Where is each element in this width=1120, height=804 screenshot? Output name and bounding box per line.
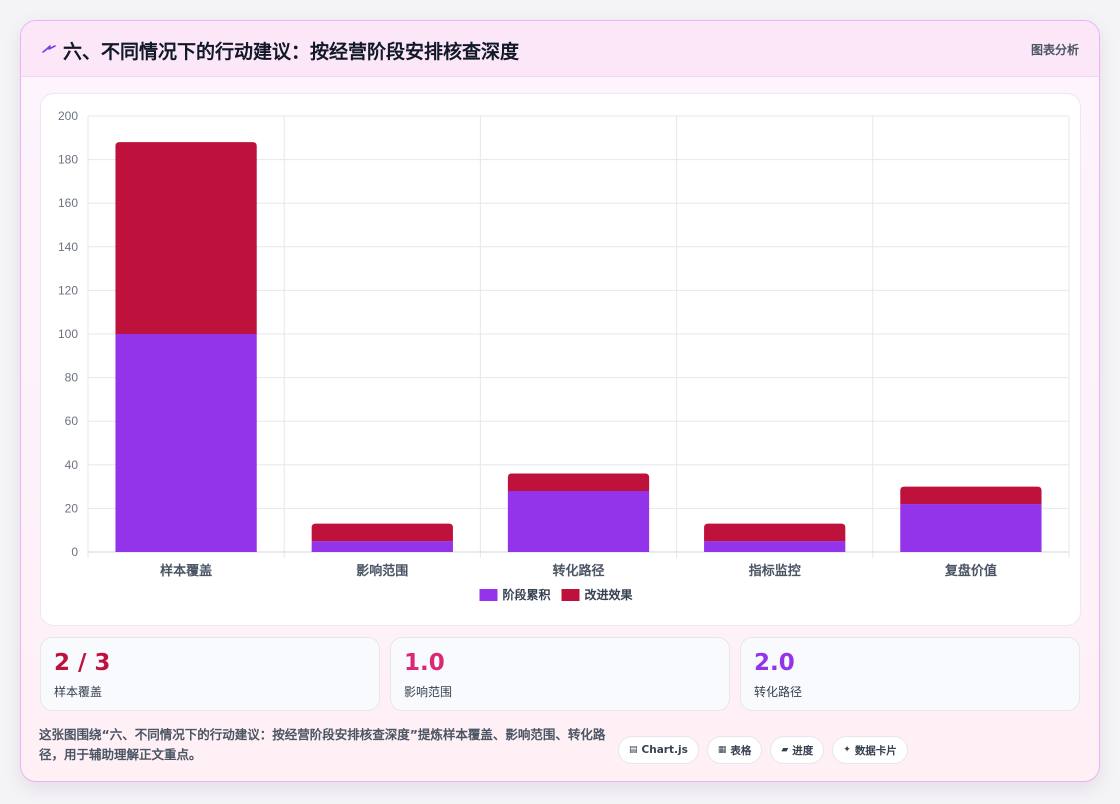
pill-label: 数据卡片	[854, 744, 897, 757]
x-tick-label: 复盘价值	[944, 563, 997, 579]
bar-segment	[311, 541, 453, 552]
bar-segment	[115, 142, 257, 334]
bar-segment	[507, 490, 650, 552]
bar-segment	[900, 486, 1042, 505]
stat-card-impact-scope: 1.0 影响范围	[390, 637, 730, 711]
bar-segment	[311, 523, 453, 542]
pill-progress[interactable]: ▰ 进度	[770, 736, 825, 764]
stat-value: 1.0	[404, 650, 445, 676]
star-icon: ✦	[843, 745, 851, 755]
y-tick-label: 40	[65, 458, 79, 472]
stat-value: 2.0	[754, 650, 795, 676]
chart-card: 六、不同情况下的行动建议：按经营阶段安排核查深度 图表分析 0 20 40 60 80 1…	[20, 20, 1100, 782]
y-tick-label: 160	[58, 196, 78, 210]
stat-label: 影响范围	[404, 685, 453, 699]
legend-swatch	[561, 589, 580, 601]
x-tick-label: 样本覆盖	[160, 563, 212, 579]
y-tick-label: 100	[58, 327, 78, 341]
stat-card-sample-coverage: 2 / 3 样本覆盖	[40, 637, 380, 711]
pill-data-card[interactable]: ✦ 数据卡片	[832, 736, 908, 764]
bar-segment	[115, 334, 257, 552]
progress-icon: ▰	[781, 745, 789, 755]
tag-pills: ▤ Chart.js ▦ 表格 ▰ 进度 ✦ 数据卡片	[618, 736, 908, 766]
bar-segment	[900, 504, 1042, 552]
legend-swatch	[479, 589, 498, 601]
y-tick-label: 20	[65, 501, 79, 515]
x-tick-label: 转化路径	[552, 563, 604, 579]
y-tick-label: 200	[58, 109, 78, 123]
y-tick-label: 80	[65, 371, 79, 385]
sparkle-icon	[42, 45, 56, 53]
chart-container: 0 20 40 60 80 100 120 140 160 180 200 样本覆盖 影响范围 转化路径 指…	[40, 93, 1081, 626]
bar-segment	[507, 473, 650, 491]
bar-segment	[704, 541, 846, 552]
y-tick-label: 180	[58, 153, 78, 167]
legend-label: 阶段累积	[503, 587, 551, 602]
bar-segment	[704, 523, 846, 542]
stat-value: 2 / 3	[54, 650, 111, 676]
chart-analysis-tag: 图表分析	[1030, 43, 1079, 57]
table-icon: ▦	[717, 745, 727, 755]
y-tick-label: 120	[58, 283, 78, 297]
stat-card-conversion-path: 2.0 转化路径	[740, 637, 1080, 711]
stat-label: 样本覆盖	[54, 685, 103, 699]
pill-label: Chart.js	[641, 744, 688, 756]
y-tick-label: 140	[58, 240, 78, 254]
pill-label: 表格	[730, 744, 752, 757]
chart-description: 这张图围绕“六、不同情况下的行动建议：按经营阶段安排核查深度”提炼样本覆盖、影响…	[39, 727, 606, 762]
legend-label: 改进效果	[585, 587, 633, 602]
x-tick-label: 指标监控	[749, 563, 801, 579]
pill-table[interactable]: ▦ 表格	[706, 736, 763, 764]
card-header: 六、不同情况下的行动建议：按经营阶段安排核查深度 图表分析	[21, 21, 1099, 77]
y-tick-label: 60	[65, 414, 79, 428]
x-tick-label: 影响范围	[356, 563, 408, 579]
pill-chartjs[interactable]: ▤ Chart.js	[618, 736, 699, 764]
page-title: 六、不同情况下的行动建议：按经营阶段安排核查深度	[63, 41, 520, 63]
y-tick-label: 0	[71, 545, 78, 559]
pill-label: 进度	[792, 744, 814, 757]
stacked-bar-chart: 0 20 40 60 80 100 120 140 160 180 200 样本覆盖 影响范围 转化路径 指…	[58, 109, 1070, 602]
stat-label: 转化路径	[754, 685, 803, 699]
chart-icon: ▤	[629, 745, 638, 755]
